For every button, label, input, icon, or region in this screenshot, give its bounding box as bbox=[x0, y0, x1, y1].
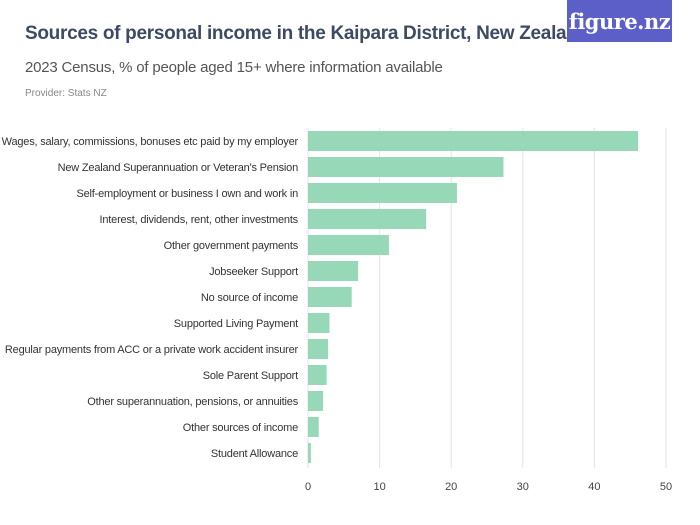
bar[interactable] bbox=[308, 183, 457, 203]
bar[interactable] bbox=[308, 287, 352, 307]
category-label: New Zealand Superannuation or Veteran's … bbox=[58, 162, 298, 174]
x-tick-label: 10 bbox=[373, 481, 385, 493]
bar[interactable] bbox=[308, 157, 504, 177]
bar[interactable] bbox=[308, 391, 324, 411]
x-tick-label: 40 bbox=[588, 481, 600, 493]
category-label: No source of income bbox=[201, 292, 298, 304]
chart-title: Sources of personal income in the Kaipar… bbox=[25, 23, 589, 44]
category-label: Wages, salary, commissions, bonuses etc … bbox=[2, 136, 299, 148]
category-label: Jobseeker Support bbox=[209, 266, 298, 278]
bar[interactable] bbox=[308, 339, 329, 359]
bar[interactable] bbox=[308, 443, 311, 463]
category-label: Other sources of income bbox=[183, 422, 298, 434]
figure-nz-logo[interactable]: figure.nz bbox=[567, 0, 672, 42]
x-tick-label: 50 bbox=[660, 481, 672, 493]
bar[interactable] bbox=[308, 261, 359, 281]
x-tick-label: 0 bbox=[305, 481, 311, 493]
provider-note: Provider: Stats NZ bbox=[25, 88, 107, 99]
x-tick-label: 30 bbox=[517, 481, 529, 493]
category-label: Other superannuation, pensions, or annui… bbox=[87, 396, 298, 408]
category-label: Other government payments bbox=[164, 240, 299, 252]
bar[interactable] bbox=[308, 365, 327, 385]
x-tick-label: 20 bbox=[445, 481, 457, 493]
category-label: Supported Living Payment bbox=[174, 318, 298, 330]
category-label: Regular payments from ACC or a private w… bbox=[5, 344, 299, 356]
bar[interactable] bbox=[308, 209, 427, 229]
category-label: Sole Parent Support bbox=[203, 370, 298, 382]
category-label: Student Allowance bbox=[211, 448, 298, 460]
category-label: Self-employment or business I own and wo… bbox=[77, 188, 299, 200]
bar[interactable] bbox=[308, 417, 319, 437]
bar[interactable] bbox=[308, 313, 330, 333]
bar[interactable] bbox=[308, 131, 639, 151]
chart-subtitle: 2023 Census, % of people aged 15+ where … bbox=[25, 59, 443, 76]
category-label: Interest, dividends, rent, other investm… bbox=[100, 214, 299, 226]
bar[interactable] bbox=[308, 235, 389, 255]
